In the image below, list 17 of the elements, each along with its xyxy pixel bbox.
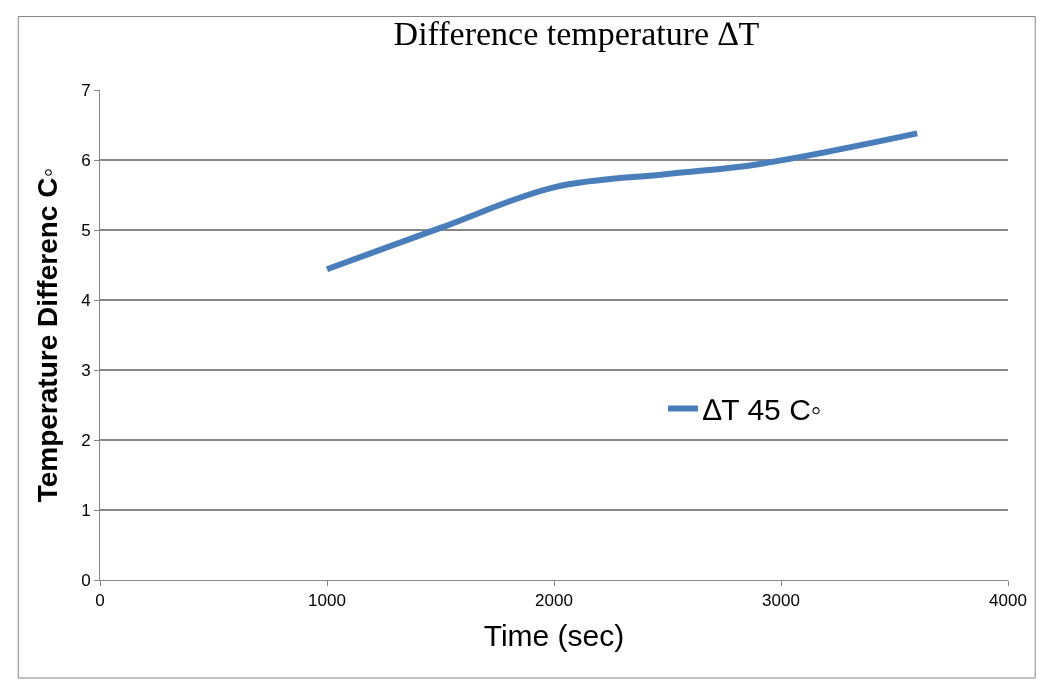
- y-tick-label: 1: [81, 500, 91, 520]
- x-tick-label: 0: [95, 591, 105, 611]
- y-tick-label: 3: [81, 360, 91, 380]
- y-tick-label: 5: [81, 220, 91, 240]
- y-tick-label: 2: [81, 430, 91, 450]
- x-tick-label: 4000: [989, 591, 1027, 611]
- x-tick-label: 3000: [762, 591, 800, 611]
- y-tick-label: 7: [81, 80, 91, 100]
- y-axis-title: Temperature Differenc C◦: [31, 167, 63, 503]
- x-axis-title: Time (sec): [483, 618, 625, 652]
- y-tick-label: 6: [81, 150, 91, 170]
- y-tick-label: 4: [81, 290, 91, 310]
- legend-label: ∆T 45 C◦: [702, 393, 822, 427]
- chart-title: Difference temperature ∆T: [393, 14, 760, 52]
- y-tick-label: 0: [81, 570, 91, 590]
- x-tick-label: 1000: [308, 591, 346, 611]
- x-tick-label: 2000: [535, 591, 573, 611]
